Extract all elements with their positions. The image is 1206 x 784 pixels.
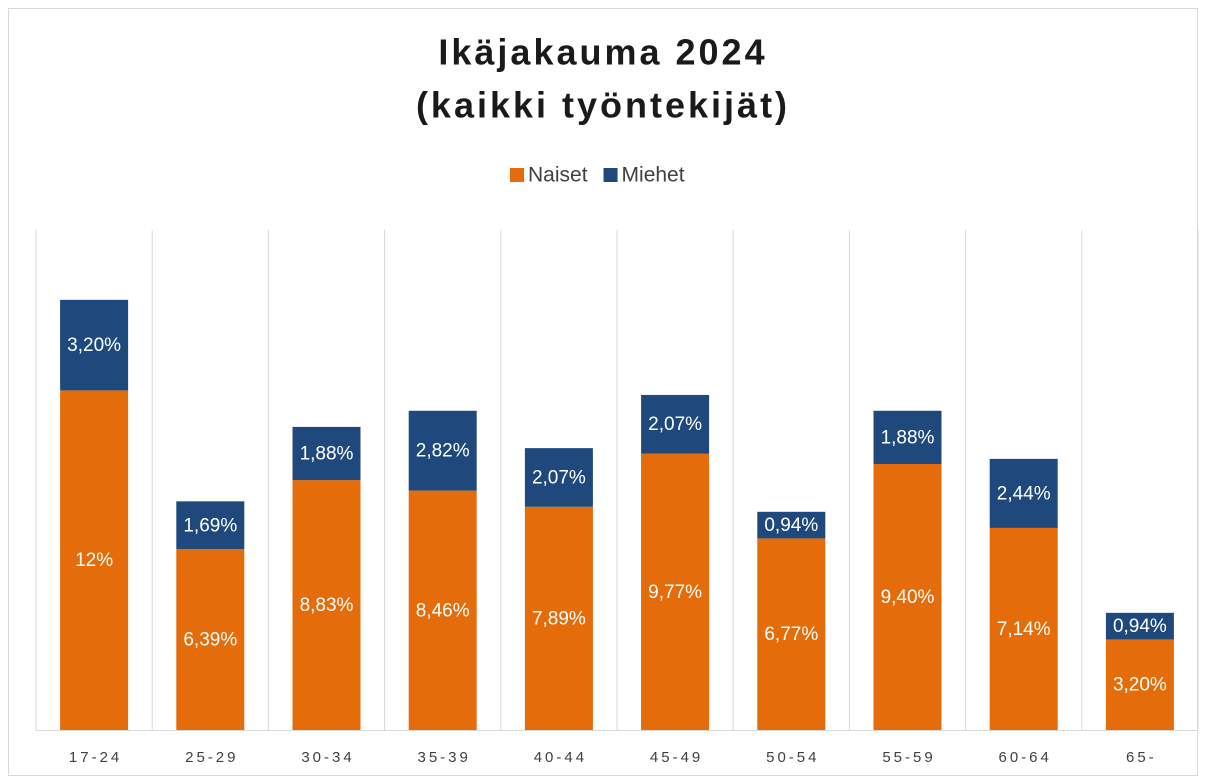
bar-segment bbox=[989, 527, 1058, 730]
x-tick-label: 45-49 bbox=[650, 749, 703, 766]
bar-segment bbox=[292, 480, 361, 730]
x-tick-label: 55-59 bbox=[882, 749, 935, 766]
bar-segment bbox=[408, 490, 477, 730]
bar-segment bbox=[989, 458, 1058, 528]
x-tick-label: 50-54 bbox=[766, 749, 819, 766]
data-label: 7,89% bbox=[532, 608, 586, 629]
bar-segment bbox=[524, 506, 593, 730]
data-label: 8,46% bbox=[416, 600, 470, 621]
data-label: 7,14% bbox=[997, 619, 1051, 640]
data-label: 2,07% bbox=[532, 467, 586, 488]
data-label: 2,82% bbox=[416, 441, 470, 462]
legend-label: Naiset bbox=[528, 164, 588, 187]
bar-segment bbox=[641, 394, 710, 454]
x-tick-label: 30-34 bbox=[301, 749, 354, 766]
bar-segment bbox=[176, 549, 245, 730]
bar-segment bbox=[1105, 639, 1174, 730]
data-label: 1,69% bbox=[183, 515, 237, 536]
data-label: 12% bbox=[75, 550, 113, 571]
data-label: 3,20% bbox=[67, 335, 121, 356]
chart-title: Ikäjakauma 2024 bbox=[438, 32, 767, 73]
x-tick-label: 65- bbox=[1126, 749, 1157, 766]
data-label: 9,77% bbox=[648, 582, 702, 603]
x-tick-label: 40-44 bbox=[534, 749, 587, 766]
data-label: 6,77% bbox=[764, 624, 818, 645]
bar-segment bbox=[873, 410, 942, 464]
data-label: 3,20% bbox=[1113, 675, 1167, 696]
data-label: 1,88% bbox=[300, 444, 354, 465]
bar-segment bbox=[408, 410, 477, 491]
data-label: 2,44% bbox=[997, 483, 1051, 504]
chart-title: (kaikki työntekijät) bbox=[416, 85, 790, 126]
legend-label: Miehet bbox=[622, 164, 685, 187]
data-label: 2,07% bbox=[648, 414, 702, 435]
legend-swatch bbox=[603, 168, 618, 182]
bar-segment bbox=[60, 390, 129, 730]
bar-segment bbox=[757, 511, 826, 539]
data-label: 6,39% bbox=[183, 630, 237, 651]
data-label: 0,94% bbox=[1113, 616, 1167, 637]
x-tick-label: 35-39 bbox=[418, 749, 471, 766]
x-tick-label: 25-29 bbox=[185, 749, 238, 766]
legend-swatch bbox=[510, 168, 524, 182]
bar-segment bbox=[292, 426, 361, 481]
x-tick-label: 60-64 bbox=[999, 749, 1052, 766]
bar-segment bbox=[176, 501, 245, 550]
data-label: 8,83% bbox=[300, 595, 354, 616]
bar-segment bbox=[524, 448, 593, 507]
data-label: 9,40% bbox=[881, 587, 935, 608]
data-label: 0,94% bbox=[764, 515, 818, 536]
bar-segment bbox=[757, 538, 826, 730]
data-label: 1,88% bbox=[881, 427, 935, 448]
bar-segment bbox=[873, 463, 942, 730]
bar-segment bbox=[60, 299, 129, 391]
bar-segment bbox=[1105, 612, 1174, 640]
x-tick-label: 17-24 bbox=[69, 749, 122, 766]
bar-segment bbox=[641, 453, 710, 730]
